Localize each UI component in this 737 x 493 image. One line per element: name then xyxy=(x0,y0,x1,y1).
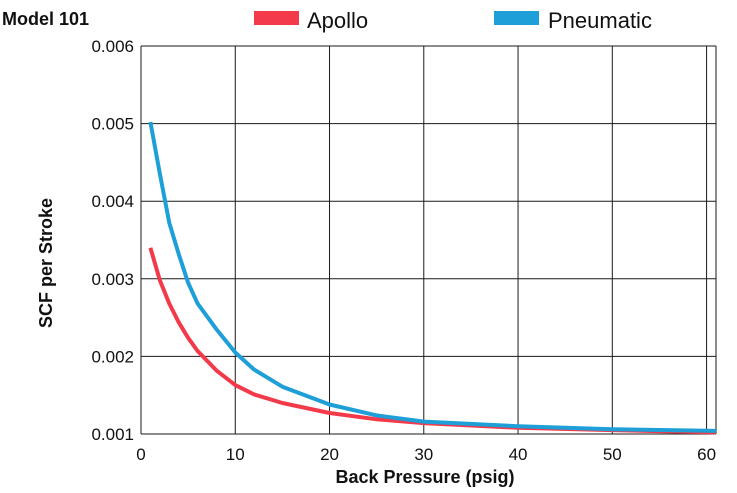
x-tick-label: 20 xyxy=(320,445,339,464)
y-tick-labels: 0.001 0.002 0.003 0.004 0.005 0.006 xyxy=(91,37,134,444)
y-tick-label: 0.003 xyxy=(91,270,134,289)
y-tick-label: 0.006 xyxy=(91,37,134,56)
legend-label-apollo: Apollo xyxy=(307,8,368,33)
legend: Apollo Pneumatic xyxy=(254,8,652,33)
y-tick-label: 0.002 xyxy=(91,347,134,366)
y-tick-label: 0.004 xyxy=(91,192,134,211)
gridlines xyxy=(140,45,717,435)
series-layer xyxy=(148,121,717,435)
x-tick-label: 0 xyxy=(136,445,145,464)
y-tick-label: 0.001 xyxy=(91,425,134,444)
x-tick-labels: 0 10 20 30 40 50 60 xyxy=(136,445,716,464)
x-tick-label: 50 xyxy=(603,445,622,464)
legend-swatch-apollo xyxy=(254,11,299,25)
x-tick-label: 60 xyxy=(697,445,716,464)
legend-label-pneumatic: Pneumatic xyxy=(548,8,652,33)
x-axis-title: Back Pressure (psig) xyxy=(335,467,514,487)
legend-swatch-pneumatic xyxy=(494,11,539,25)
series-line-pneumatic xyxy=(148,121,717,433)
y-axis-title: SCF per Stroke xyxy=(36,198,56,328)
y-tick-label: 0.005 xyxy=(91,115,134,134)
chart-title: Model 101 xyxy=(2,9,89,29)
x-tick-label: 30 xyxy=(414,445,433,464)
x-tick-label: 10 xyxy=(226,445,245,464)
x-tick-label: 40 xyxy=(509,445,528,464)
